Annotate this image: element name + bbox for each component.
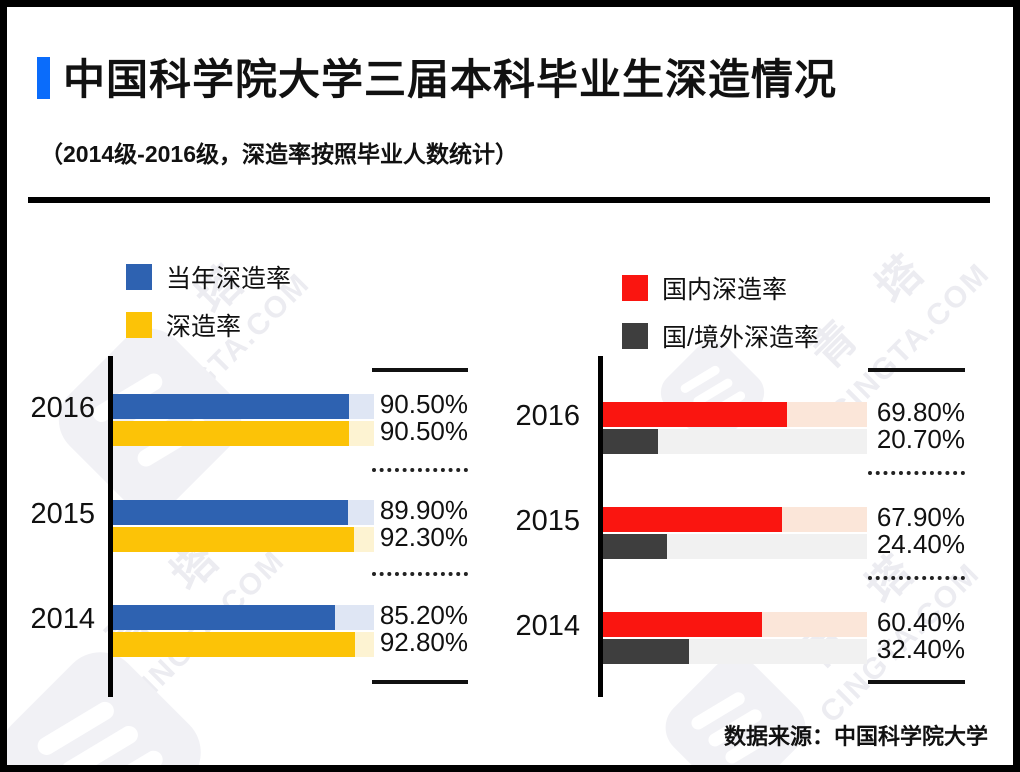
value-label: 90.50% bbox=[379, 416, 468, 446]
legend-label: 国内深造率 bbox=[662, 275, 788, 304]
value-labels: 69.80% 20.70% bbox=[868, 399, 965, 453]
bar-track bbox=[113, 527, 374, 552]
bar-fill bbox=[113, 632, 356, 657]
value-label: 69.80% bbox=[876, 397, 965, 427]
bar-track bbox=[113, 394, 374, 419]
bar-track bbox=[113, 632, 374, 657]
separator-dotted-line bbox=[372, 572, 468, 576]
value-labels: 90.50% 90.50% bbox=[372, 391, 468, 445]
value-labels: 89.90% 92.30% bbox=[372, 497, 468, 551]
bar-fill bbox=[603, 402, 788, 427]
year-tick-label: 2016 bbox=[30, 392, 95, 424]
bar-fill bbox=[603, 507, 783, 532]
value-label: 92.30% bbox=[379, 522, 468, 552]
bar-fill bbox=[113, 421, 350, 446]
legend-swatch-red bbox=[622, 274, 648, 301]
value-label: 67.90% bbox=[876, 502, 965, 532]
value-label: 60.40% bbox=[876, 607, 965, 637]
separator-dotted-line bbox=[372, 468, 468, 472]
bar-fill bbox=[603, 429, 658, 454]
separator-dotted-line bbox=[868, 576, 965, 580]
bar-track bbox=[113, 500, 374, 525]
page-subtitle: （2014级-2016级，深造率按照毕业人数统计） bbox=[40, 141, 518, 167]
separator-solid-line bbox=[868, 368, 965, 372]
title-accent-bar bbox=[37, 57, 50, 99]
year-tick-label: 2016 bbox=[515, 400, 580, 432]
bar-track bbox=[603, 402, 867, 427]
year-tick-label: 2014 bbox=[515, 610, 580, 642]
value-labels: 60.40% 32.40% bbox=[868, 609, 965, 663]
separator-solid-line bbox=[372, 680, 468, 684]
legend-swatch-blue bbox=[126, 263, 152, 290]
legend-label: 当年深造率 bbox=[166, 264, 292, 293]
bar-fill bbox=[113, 527, 354, 552]
y-axis-line bbox=[598, 356, 603, 697]
year-tick-label: 2015 bbox=[30, 498, 95, 530]
bar-fill bbox=[603, 534, 668, 559]
bar-track bbox=[603, 429, 867, 454]
bar-track bbox=[603, 639, 867, 664]
legend-item: 当年深造率 bbox=[126, 263, 291, 293]
separator-solid-line bbox=[868, 680, 965, 684]
value-label: 89.90% bbox=[379, 495, 468, 525]
bar-fill bbox=[113, 394, 350, 419]
y-axis-line bbox=[108, 356, 113, 697]
value-label: 90.50% bbox=[379, 389, 468, 419]
value-label: 24.40% bbox=[876, 529, 965, 559]
page-title: 中国科学院大学三届本科毕业生深造情况 bbox=[63, 56, 838, 103]
separator-dotted-line bbox=[868, 471, 965, 475]
header-divider bbox=[28, 197, 990, 203]
value-label: 85.20% bbox=[379, 600, 468, 630]
bar-fill bbox=[113, 500, 348, 525]
legend-item: 国内深造率 bbox=[622, 274, 819, 304]
bar-track bbox=[603, 612, 867, 637]
bar-track bbox=[113, 421, 374, 446]
bar-fill bbox=[603, 639, 689, 664]
bar-track bbox=[603, 507, 867, 532]
data-source-label: 数据来源：中国科学院大学 bbox=[723, 724, 988, 749]
bar-fill bbox=[113, 605, 336, 630]
bar-track bbox=[603, 534, 867, 559]
value-label: 32.40% bbox=[876, 634, 965, 664]
year-tick-label: 2015 bbox=[515, 505, 580, 537]
value-labels: 85.20% 92.80% bbox=[372, 602, 468, 656]
value-label: 20.70% bbox=[876, 424, 965, 454]
bar-track bbox=[113, 605, 374, 630]
bar-fill bbox=[603, 612, 763, 637]
value-labels: 67.90% 24.40% bbox=[868, 504, 965, 558]
year-tick-label: 2014 bbox=[30, 603, 95, 635]
legend-swatch-gray bbox=[622, 322, 648, 349]
separator-solid-line bbox=[372, 368, 468, 372]
value-label: 92.80% bbox=[379, 627, 468, 657]
